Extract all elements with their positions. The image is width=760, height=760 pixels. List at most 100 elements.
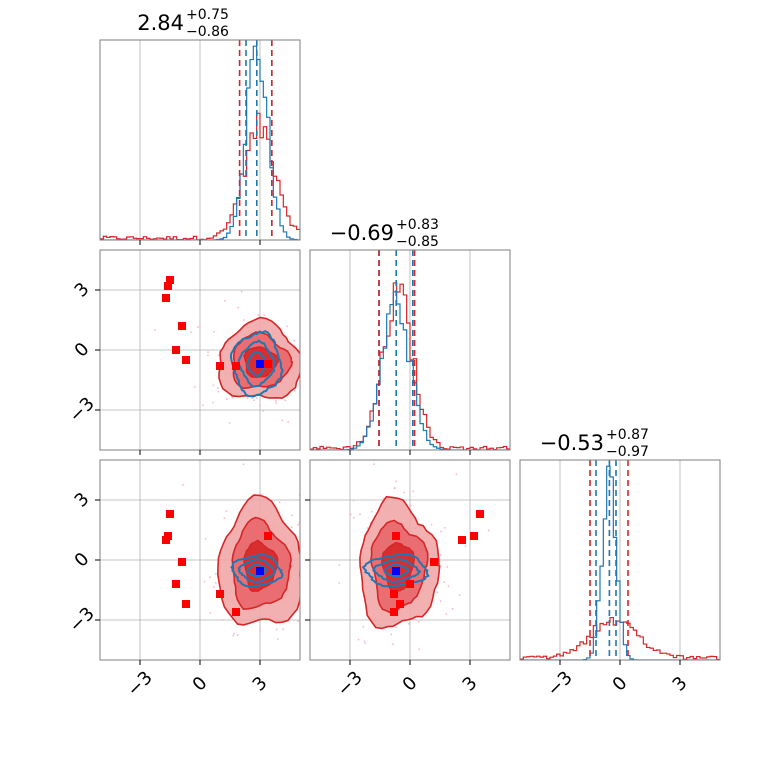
red-point: [396, 600, 404, 608]
x-tick-label: −3: [333, 667, 367, 701]
red-point: [182, 600, 190, 608]
sample-point: [197, 326, 199, 328]
sample-point: [305, 563, 307, 565]
sample-point: [301, 581, 303, 583]
sample-point: [324, 573, 326, 575]
sample-point: [294, 345, 296, 347]
sample-point: [334, 531, 336, 533]
title-minus: −0.97: [606, 444, 649, 460]
red-point: [178, 558, 186, 566]
sample-point: [392, 643, 394, 646]
marginal-panel: 2.84 +0.75−0.86: [99, 7, 301, 245]
red-point: [178, 322, 186, 330]
sample-point: [390, 633, 393, 636]
sample-point: [259, 629, 262, 632]
sample-point: [291, 526, 293, 529]
panel-title: −0.53: [540, 431, 604, 455]
sample-point: [418, 620, 420, 623]
sample-point: [212, 401, 214, 404]
sample-point: [317, 609, 319, 611]
sample-point: [242, 463, 245, 465]
sample-point: [204, 538, 207, 540]
sample-point: [222, 619, 224, 621]
title-plus: +0.75: [186, 7, 229, 23]
sample-point: [291, 514, 293, 517]
sample-point: [212, 384, 215, 386]
x-tick-label: 0: [399, 673, 422, 696]
sample-point: [439, 554, 442, 556]
marginal-panel: −0.53 +0.87−0.97 −3 0 3: [519, 427, 721, 701]
x-tick-label: 0: [189, 673, 212, 696]
red-point: [232, 608, 240, 616]
joint-panel: −3 0 3 −3 0 3: [65, 459, 362, 701]
sample-point: [359, 513, 361, 516]
sample-point: [203, 580, 206, 583]
sample-point: [251, 397, 254, 400]
red-point: [162, 294, 170, 302]
sample-point: [305, 564, 307, 566]
red-point: [264, 360, 272, 368]
red-point: [216, 362, 224, 370]
marginal-panel: −0.69 +0.83−0.85: [309, 217, 511, 455]
sample-point: [213, 331, 215, 333]
y-tick-label: −3: [65, 393, 99, 427]
sample-point: [314, 687, 316, 689]
sample-point: [464, 545, 467, 547]
red-point: [232, 362, 240, 370]
sample-point: [304, 657, 306, 659]
sample-point: [259, 493, 262, 495]
sample-point: [436, 591, 439, 594]
sample-point: [306, 320, 308, 322]
sample-point: [324, 378, 326, 380]
sample-point: [233, 632, 235, 635]
sample-point: [317, 368, 319, 370]
sample-point: [202, 404, 204, 407]
sample-point: [444, 527, 446, 529]
blue-contour: [246, 350, 268, 378]
red-point: [162, 536, 170, 544]
sample-point: [415, 668, 417, 670]
sample-point: [228, 422, 231, 424]
sample-point: [209, 576, 211, 578]
sample-point: [373, 463, 375, 465]
y-tick-label: 3: [71, 279, 94, 302]
sample-point: [360, 583, 362, 585]
red-point: [166, 276, 174, 284]
sample-point: [458, 594, 461, 596]
panel-title: −0.69: [330, 221, 394, 245]
x-tick-label: −3: [123, 667, 157, 701]
title-minus: −0.85: [396, 234, 439, 250]
sample-point: [395, 626, 398, 629]
red-point: [182, 356, 190, 364]
sample-point: [215, 582, 217, 584]
sample-point: [312, 363, 314, 365]
sample-point: [154, 329, 156, 331]
sample-point: [277, 638, 279, 640]
red-point: [390, 590, 398, 598]
sample-point: [217, 387, 219, 389]
red-point: [476, 510, 484, 518]
sample-point: [349, 609, 351, 612]
sample-point: [306, 338, 308, 340]
sample-point: [190, 331, 192, 334]
sample-point: [314, 353, 316, 355]
sample-point: [278, 501, 281, 504]
sample-point: [366, 527, 369, 529]
sample-point: [363, 640, 366, 643]
sample-point: [232, 634, 235, 637]
truth-marker: [256, 360, 264, 368]
sample-point: [281, 419, 284, 422]
sample-point: [307, 518, 309, 520]
sample-point: [455, 473, 458, 475]
sample-point: [226, 398, 228, 400]
sample-point: [451, 608, 454, 610]
x-tick-label: 0: [609, 673, 632, 696]
red-point: [164, 282, 172, 290]
blue-contour: [383, 563, 411, 578]
sample-point: [231, 396, 233, 399]
sample-point: [242, 319, 245, 321]
sample-point: [418, 648, 420, 651]
sample-point: [209, 612, 212, 614]
sample-point: [447, 585, 450, 587]
